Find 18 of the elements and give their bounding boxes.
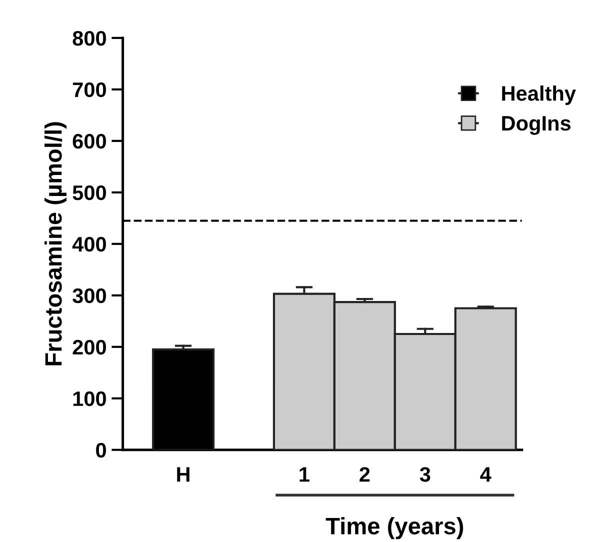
x-tick-label: 3: [420, 467, 430, 482]
y-tick-label: 400: [72, 236, 106, 252]
x-tick-label: 1: [300, 467, 310, 482]
x-axis-title: Time (years): [326, 517, 464, 540]
y-tick-label: 500: [72, 185, 106, 200]
x-tick-label: H: [177, 467, 190, 482]
y-tick-label: 700: [72, 82, 106, 98]
x-tick-label: 4: [480, 467, 492, 482]
y-tick-label: 0: [96, 442, 106, 458]
y-tick-label: 600: [72, 134, 106, 149]
y-tick-label: 800: [72, 30, 106, 46]
y-tick-label: 100: [73, 391, 106, 406]
legend-label: DogIns: [502, 116, 571, 135]
y-axis-title: Fructosamine (µmol/l): [44, 122, 67, 366]
y-tick-label: 300: [72, 288, 106, 304]
x-tick-label: 2: [360, 467, 370, 482]
y-tick-label: 200: [72, 340, 106, 355]
legend-label: Healthy: [502, 86, 576, 105]
